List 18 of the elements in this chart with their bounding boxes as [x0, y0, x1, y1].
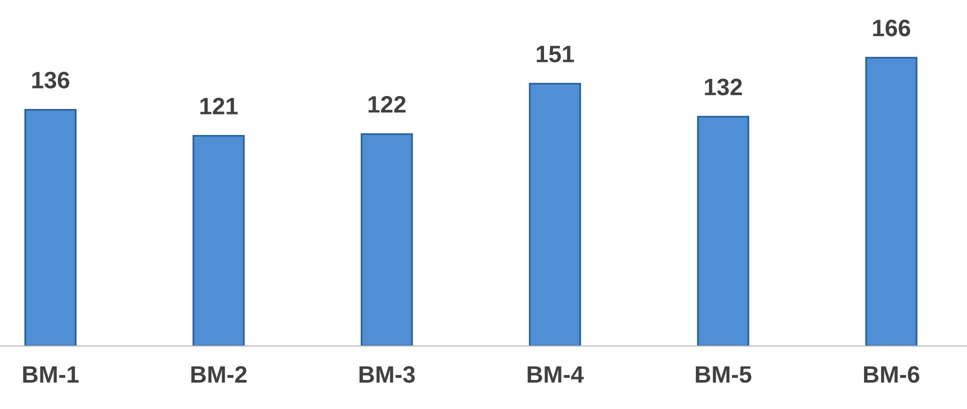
x-tick-label: BM-4 [528, 366, 584, 383]
bar [360, 133, 413, 346]
bar [24, 108, 77, 346]
data-label: 121 [200, 98, 238, 114]
bar [697, 116, 750, 346]
data-label: 132 [704, 78, 742, 96]
x-tick-label: BM-5 [696, 366, 752, 383]
bar [528, 82, 582, 346]
data-label: 136 [32, 72, 70, 88]
x-tick-label: BM-1 [23, 366, 79, 383]
data-label: 151 [536, 46, 574, 62]
bar [865, 56, 918, 346]
x-tick-label: BM-3 [360, 366, 415, 383]
data-label: 166 [873, 20, 910, 36]
x-tick-label: BM-6 [864, 366, 920, 383]
data-label: 122 [368, 96, 406, 113]
bar [192, 135, 245, 346]
x-tick-label: BM-2 [191, 366, 247, 383]
